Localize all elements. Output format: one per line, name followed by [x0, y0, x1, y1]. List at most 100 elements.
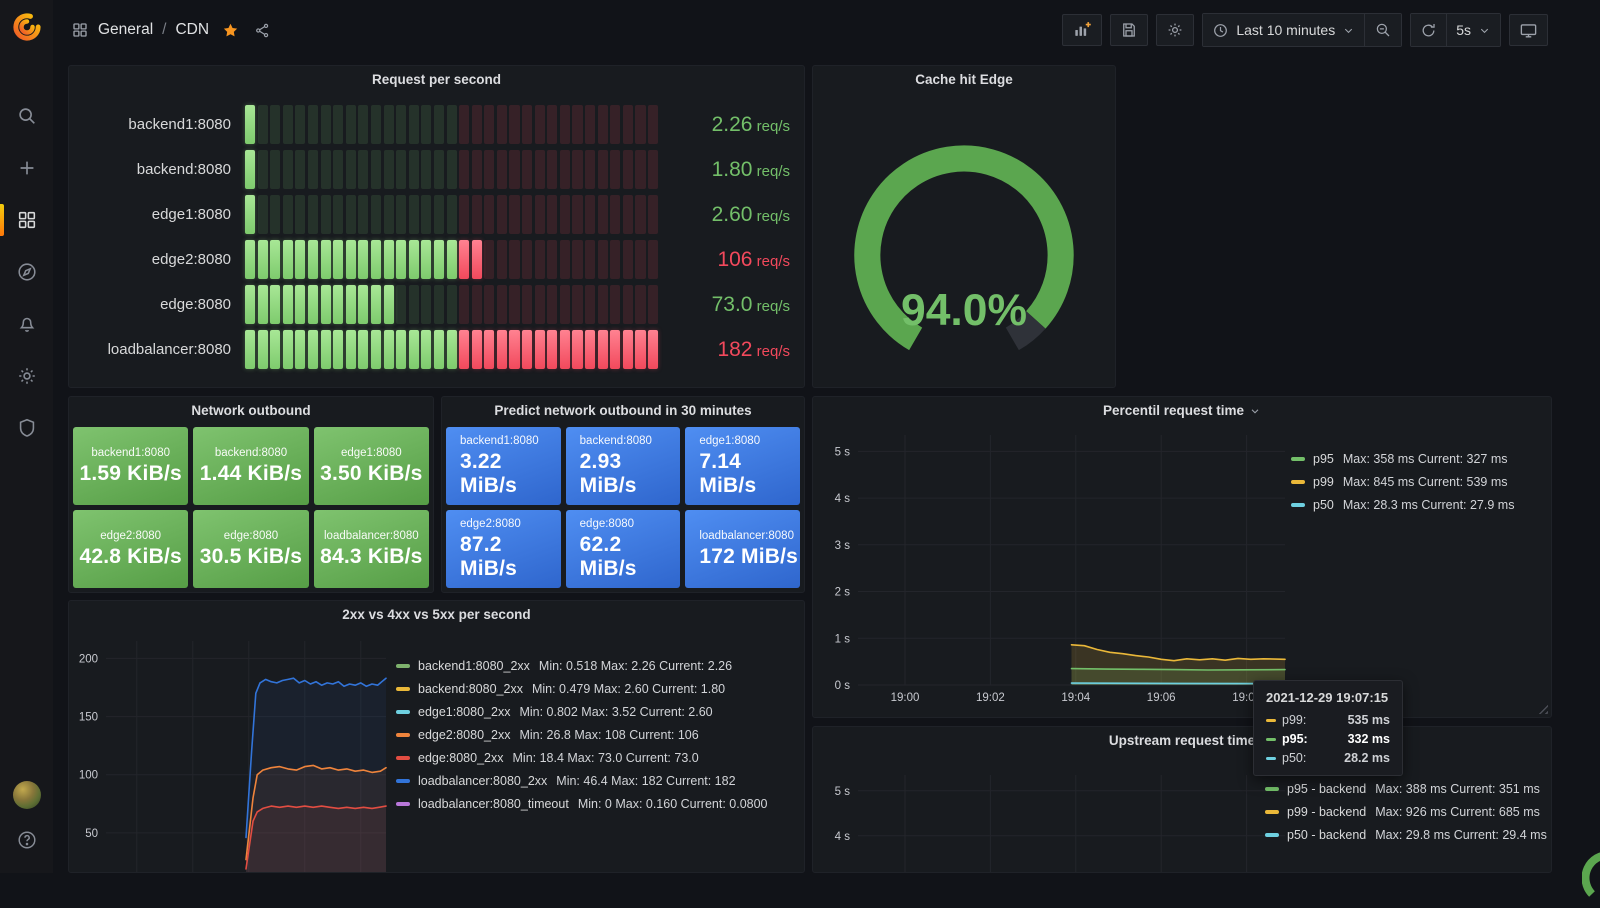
- stat-tile-label: edge:8080: [579, 517, 635, 530]
- add-panel-button[interactable]: [1062, 14, 1103, 46]
- legend-series-stats: Min: 46.4 Max: 182 Current: 182: [556, 774, 736, 788]
- bar-gauge-cell: [547, 150, 558, 189]
- bar-gauge-cell: [610, 240, 621, 279]
- legend-item[interactable]: edge2:8080_2xx Min: 26.8 Max: 108 Current…: [396, 728, 768, 742]
- bar-gauge-cell: [559, 195, 570, 234]
- panel-title[interactable]: Network outbound: [191, 403, 311, 418]
- legend-item[interactable]: p99 - backend Max: 926 ms Current: 685 ms: [1265, 805, 1547, 819]
- sidebar-item-create[interactable]: [0, 148, 53, 188]
- bar-gauge-cell: [307, 285, 319, 324]
- chart-canvas-http_codes: 50 100 150 200: [79, 641, 387, 872]
- bar-gauge-label: backend1:8080: [128, 116, 231, 133]
- bar-gauge-cell: [622, 240, 633, 279]
- bar-gauge-cell: [509, 330, 520, 369]
- dashboard-settings-button[interactable]: [1156, 14, 1195, 46]
- bar-gauge-cell: [534, 150, 545, 189]
- panel-title[interactable]: Upstream request time: [1108, 733, 1256, 748]
- legend-item[interactable]: backend1:8080_2xx Min: 0.518 Max: 2.26 Cu…: [396, 659, 768, 673]
- sidebar-item-help[interactable]: [0, 825, 53, 855]
- bar-gauge-value: 106 req/s: [658, 248, 790, 272]
- breadcrumb-section[interactable]: General: [98, 21, 154, 38]
- bar-gauge-cell: [345, 240, 356, 279]
- tooltip-series-row: p50: 28.2 ms: [1266, 751, 1390, 765]
- sidebar-item-server-admin[interactable]: [0, 408, 53, 448]
- user-avatar[interactable]: [12, 781, 41, 809]
- bar-gauge-cell: [585, 195, 596, 234]
- bar-gauge-cell: [295, 285, 306, 324]
- refresh-interval-picker[interactable]: 5s: [1446, 14, 1500, 46]
- refresh-button[interactable]: [1411, 14, 1447, 46]
- sidebar-item-alerting[interactable]: [0, 304, 53, 344]
- panel-title[interactable]: Percentil request time: [813, 397, 1551, 425]
- legend-item[interactable]: edge:8080_2xx Min: 18.4 Max: 73.0 Current…: [396, 751, 768, 765]
- bar-gauge-row: edge:8080 73.0 req/s: [69, 282, 804, 327]
- bar-gauge-cell: [534, 195, 545, 234]
- legend-series-stats: Max: 845 ms Current: 539 ms: [1342, 475, 1508, 489]
- share-icon[interactable]: [254, 22, 271, 39]
- bar-gauge-label: edge1:8080: [151, 206, 231, 223]
- bar-gauge-cell: [534, 240, 545, 279]
- legend-series-stats: Min: 0.802 Max: 3.52 Current: 2.60: [519, 705, 713, 719]
- bar-gauge-cell: [333, 105, 344, 144]
- legend-swatch: [396, 710, 410, 714]
- sidebar-item-configuration[interactable]: [0, 356, 53, 396]
- panel-resize-handle[interactable]: [1538, 704, 1548, 714]
- panel-title[interactable]: 2xx vs 4xx vs 5xx per second: [342, 607, 531, 622]
- legend-item[interactable]: p50 - backend Max: 29.8 ms Current: 29.4 …: [1265, 828, 1547, 842]
- bar-gauge-cell: [396, 195, 407, 234]
- bar-gauge-cell: [358, 240, 369, 279]
- time-range-picker[interactable]: Last 10 minutes: [1203, 14, 1365, 46]
- y-axis-tick-label: 1 s: [835, 633, 851, 645]
- bar-gauge-cell: [421, 240, 432, 279]
- value-number: 2.60: [711, 202, 753, 226]
- favorite-star-icon[interactable]: [222, 22, 239, 39]
- bar-gauge-cell: [320, 285, 331, 324]
- tooltip-series-label: p99:: [1282, 713, 1307, 727]
- bar-gauge-cell: [408, 240, 419, 279]
- bar-gauge-row: backend1:8080 2.26 req/s: [69, 102, 804, 147]
- time-series-chart[interactable]: 50 100 150 200: [69, 601, 804, 872]
- bar-gauge-cell: [421, 285, 432, 324]
- legend-item[interactable]: p95 Max: 358 ms Current: 327 ms: [1291, 452, 1514, 466]
- sidebar-item-search[interactable]: [0, 96, 53, 136]
- grafana-logo[interactable]: [0, 0, 53, 53]
- zoom-out-button[interactable]: [1364, 14, 1402, 46]
- bar-gauge-cell: [547, 195, 558, 234]
- legend-series-name: backend1:8080_2xx: [418, 659, 530, 673]
- legend-item[interactable]: loadbalancer:8080_timeout Min: 0 Max: 0.1…: [396, 797, 768, 811]
- stat-tile-value: 3.50 KiB/s: [320, 461, 423, 485]
- bar-gauge-cell: [610, 330, 621, 369]
- bar-gauge-cell: [547, 285, 558, 324]
- bar-gauge-cell: [307, 150, 319, 189]
- bar-gauge-label: backend:8080: [136, 161, 231, 178]
- legend-item[interactable]: p95 - backend Max: 388 ms Current: 351 ms: [1265, 782, 1547, 796]
- legend-item[interactable]: backend:8080_2xx Min: 0.479 Max: 2.60 Cur…: [396, 682, 768, 696]
- legend-series-name: p99: [1313, 475, 1334, 489]
- bar-gauge-label: edge2:8080: [151, 251, 231, 268]
- sidebar-item-dashboards[interactable]: [0, 200, 53, 240]
- panel-title[interactable]: Cache hit Edge: [915, 72, 1013, 87]
- stat-tile-value: 42.8 KiB/s: [79, 544, 182, 568]
- stat-tile-label: loadbalancer:8080: [699, 529, 794, 542]
- legend-item[interactable]: p50 Max: 28.3 ms Current: 27.9 ms: [1291, 498, 1514, 512]
- tv-mode-button[interactable]: [1509, 14, 1548, 46]
- legend-item[interactable]: loadbalancer:8080_2xx Min: 46.4 Max: 182 …: [396, 774, 768, 788]
- legend-item[interactable]: edge1:8080_2xx Min: 0.802 Max: 3.52 Curre…: [396, 705, 768, 719]
- breadcrumb-page[interactable]: CDN: [175, 21, 210, 38]
- legend-item[interactable]: p99 Max: 845 ms Current: 539 ms: [1291, 475, 1514, 489]
- bar-gauge-cell: [522, 330, 533, 369]
- dashboard-grid-icon: [71, 21, 89, 39]
- chart-tooltip: 2021-12-29 19:07:15 p99: 535 ms p95: 332 ms…: [1253, 680, 1403, 776]
- sidebar-item-explore[interactable]: [0, 252, 53, 292]
- time-series-chart[interactable]: 4 s 5 s: [813, 727, 1551, 872]
- panel-title[interactable]: Predict network outbound in 30 minutes: [494, 403, 752, 418]
- bar-gauge-cell: [522, 105, 533, 144]
- bar-gauge-cell: [383, 330, 394, 369]
- bar-gauge-cell: [320, 330, 331, 369]
- save-dashboard-button[interactable]: [1110, 14, 1149, 46]
- bar-gauge-cell: [522, 150, 533, 189]
- panel-title[interactable]: Request per second: [371, 72, 502, 87]
- gear-icon: [1166, 21, 1184, 39]
- stat-tile-value: 84.3 KiB/s: [320, 544, 423, 568]
